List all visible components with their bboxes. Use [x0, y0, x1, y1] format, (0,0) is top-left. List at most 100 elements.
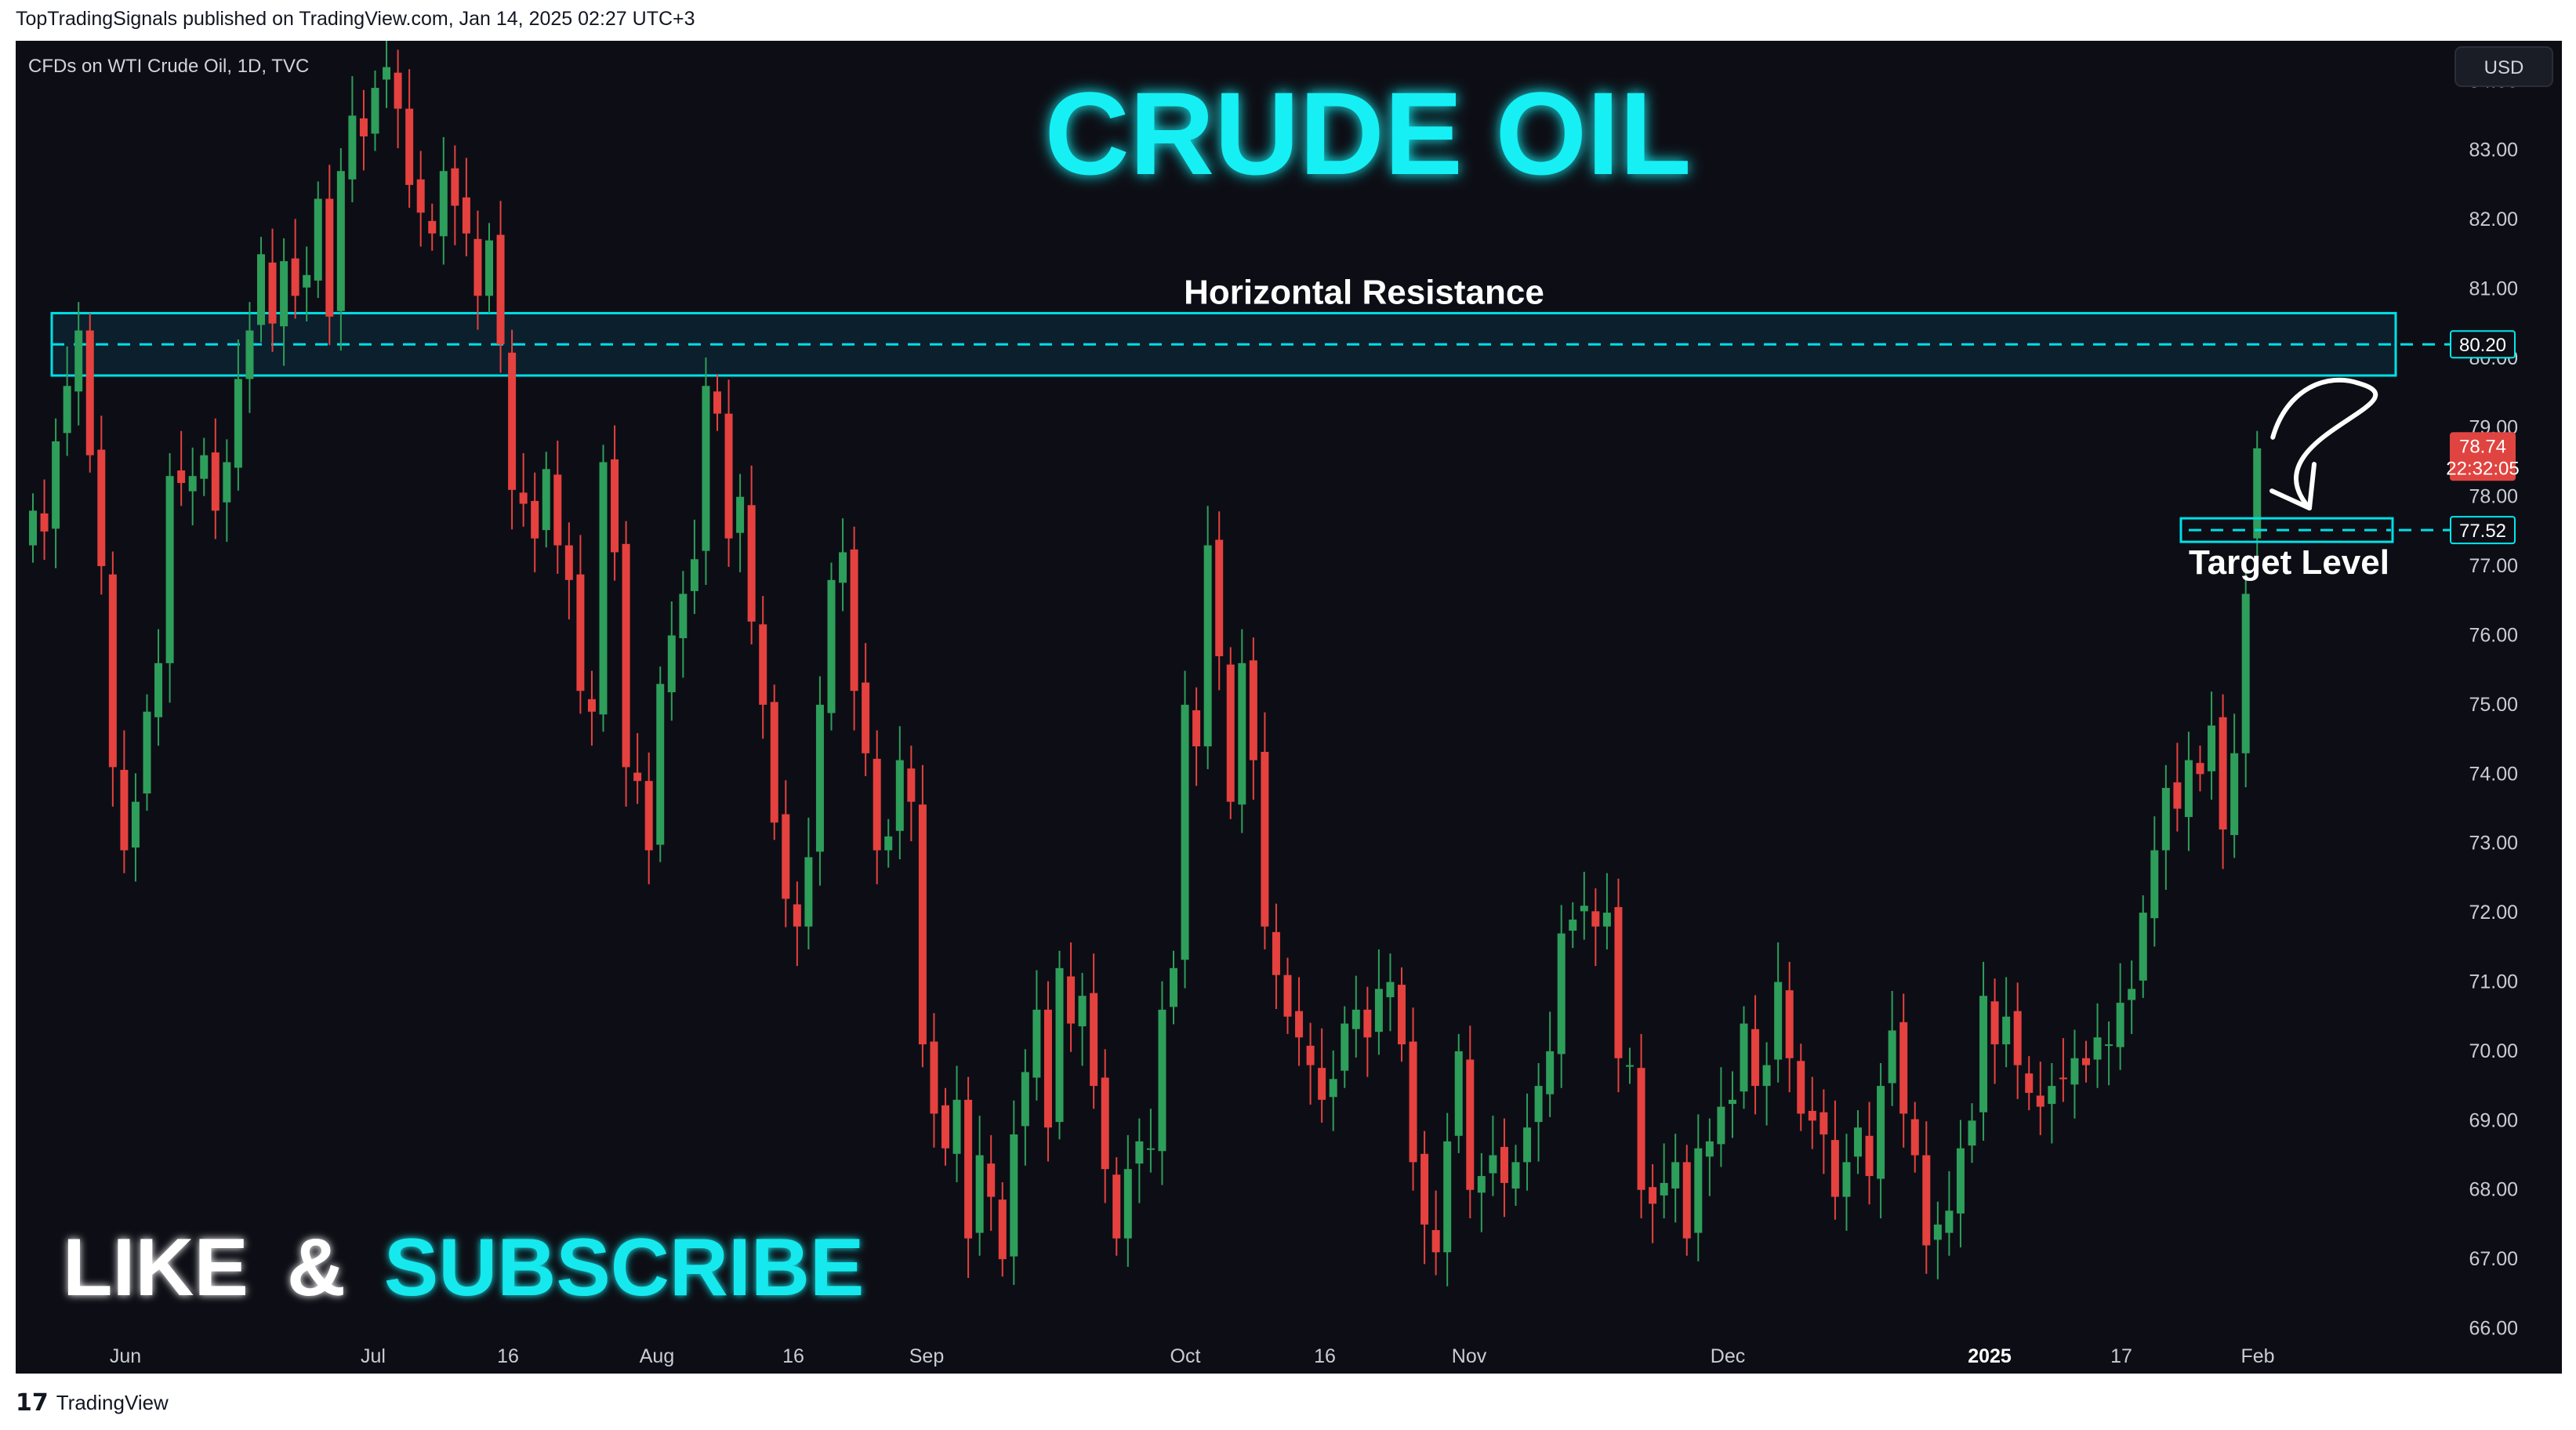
candle-body — [587, 699, 596, 712]
currency-button[interactable] — [2454, 46, 2553, 87]
candle-body — [644, 781, 653, 851]
candle-body — [234, 379, 242, 468]
candle-body — [416, 179, 425, 213]
y-tick-label: 75.00 — [2469, 694, 2518, 716]
y-tick-label: 77.00 — [2469, 555, 2518, 577]
candle-body — [1968, 1120, 1976, 1146]
candle-body — [531, 500, 539, 539]
candle-body — [1671, 1162, 1680, 1189]
candle-body — [987, 1163, 996, 1197]
candle-body — [1135, 1141, 1144, 1164]
y-tick-label: 83.00 — [2469, 140, 2518, 162]
candle-body — [371, 88, 379, 134]
candle-body — [576, 574, 585, 691]
candle-body — [120, 770, 129, 851]
candle-body — [1021, 1072, 1029, 1127]
candle-body — [97, 449, 106, 567]
candlestick-chart[interactable]: Horizontal Resistance Target Level CRUDE… — [16, 41, 2562, 1374]
candle-body — [1728, 1099, 1736, 1105]
candle-body — [1489, 1155, 1497, 1174]
candle-body — [439, 171, 448, 237]
candle-body — [1067, 976, 1076, 1024]
candle-body — [1682, 1162, 1691, 1239]
candle-body — [782, 814, 790, 899]
candle-body — [1123, 1169, 1132, 1239]
like-subscribe-banner: LIKE & SUBSCRIBE — [63, 1222, 864, 1313]
candle-body — [1523, 1127, 1532, 1163]
y-tick-label: 71.00 — [2469, 971, 2518, 993]
projection-arrowhead — [2269, 462, 2317, 511]
candle-body — [553, 474, 562, 546]
candle-body — [793, 904, 801, 927]
candle-body — [108, 574, 117, 768]
target-price-tag-text: 77.52 — [2459, 521, 2506, 542]
candle-body — [713, 391, 721, 414]
candle-body — [907, 768, 916, 802]
symbol-label: CFDs on WTI Crude Oil, 1D, TVC — [28, 56, 309, 77]
candle-body — [2241, 593, 2250, 753]
candle-body — [519, 492, 528, 504]
candle-body — [1215, 539, 1224, 657]
candle-body — [177, 470, 186, 484]
candle-body — [1511, 1162, 1520, 1189]
candle-body — [1420, 1153, 1429, 1225]
candle-body — [964, 1099, 973, 1239]
last-price-tag-text: 78.74 — [2459, 436, 2506, 457]
candle-body — [74, 330, 83, 392]
candle-body — [211, 452, 220, 511]
candle-body — [2196, 763, 2204, 775]
chart-area[interactable]: Horizontal Resistance Target Level CRUDE… — [16, 41, 2562, 1374]
y-tick-label: 68.00 — [2469, 1179, 2518, 1201]
candle-body — [2128, 989, 2136, 1000]
candle-body — [884, 836, 893, 851]
tradingview-brand[interactable]: TradingView — [56, 1391, 169, 1414]
x-tick-label: Oct — [1170, 1345, 1201, 1367]
candle-body — [314, 198, 322, 281]
time-axis: Jun Jul 16 Aug 16 Sep Oct 16 Nov Dec 2025 17 Feb — [110, 1345, 2275, 1367]
candle-body — [1854, 1127, 1862, 1157]
candle-body — [736, 496, 745, 533]
candle-body — [1386, 982, 1395, 997]
x-tick-label: Dec — [1711, 1345, 1745, 1367]
candle-body — [1283, 975, 1292, 1017]
candle-body — [1112, 1174, 1121, 1239]
ampersand-text: & — [287, 1222, 346, 1313]
candle-body — [2150, 850, 2159, 919]
candle-body — [1899, 1022, 1908, 1114]
candle-body — [564, 545, 573, 580]
candle-body — [1705, 1141, 1714, 1157]
candle-body — [1660, 1182, 1668, 1196]
candle-body — [1945, 1210, 1954, 1233]
candle-body — [1318, 1068, 1326, 1100]
candle-body — [1374, 989, 1383, 1033]
candle-body — [2139, 913, 2147, 981]
target-label: Target Level — [2189, 543, 2389, 582]
candle-body — [1751, 1029, 1760, 1087]
candle-body — [2219, 717, 2227, 830]
target-price-tag — [2450, 516, 2516, 545]
candle-body — [1363, 1009, 1372, 1038]
candle-body — [975, 1155, 984, 1233]
candle-body — [2025, 1073, 2034, 1093]
x-tick-label: 16 — [1314, 1345, 1336, 1367]
candle-body — [942, 1105, 949, 1149]
candle-body — [633, 772, 642, 782]
candle-body — [1877, 1086, 1885, 1179]
candle-body — [223, 462, 231, 503]
currency-label[interactable]: USD — [2484, 57, 2524, 78]
candle-body — [496, 234, 505, 345]
y-tick-label: 73.00 — [2469, 833, 2518, 855]
x-tick-label: 16 — [497, 1345, 519, 1367]
candle-body — [2059, 1077, 2067, 1080]
candle-body — [428, 220, 437, 234]
candle-body — [154, 662, 163, 717]
candle-body — [1956, 1148, 1965, 1214]
candle-body — [667, 635, 676, 692]
candle-body — [359, 118, 368, 136]
candle-body — [1546, 1051, 1555, 1094]
candle-body — [952, 1099, 961, 1154]
candle-body — [1226, 664, 1235, 802]
tradingview-logo-icon: 17 — [16, 1389, 49, 1417]
candle-body — [1740, 1023, 1748, 1092]
